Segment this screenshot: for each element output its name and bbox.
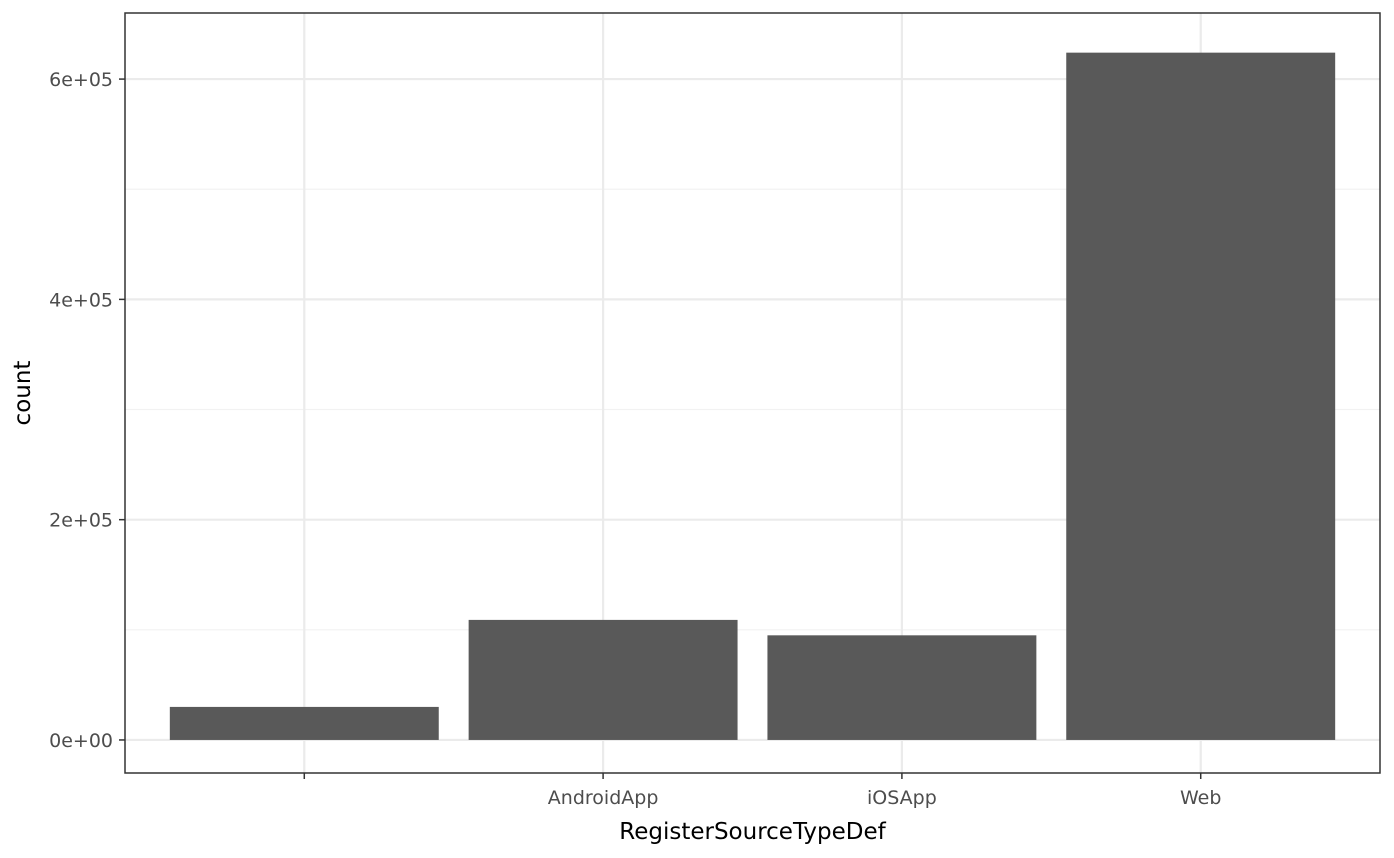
x-tick-label: AndroidApp [548, 787, 659, 809]
y-tick-label: 2e+05 [49, 510, 113, 532]
panel-border [124, 12, 1381, 774]
bars [169, 52, 1336, 740]
bar [468, 619, 738, 740]
x-axis: AndroidApp iOSApp Web [303, 773, 1221, 809]
y-tick-label: 4e+05 [49, 289, 113, 311]
bar [169, 706, 439, 740]
y-axis-title: count [10, 361, 36, 426]
x-axis-title: RegisterSourceTypeDef [619, 819, 886, 845]
x-tick-label: iOSApp [867, 787, 937, 809]
bar [767, 635, 1037, 740]
y-tick-label: 0e+00 [49, 730, 113, 752]
y-tick-label: 6e+05 [49, 69, 113, 91]
y-axis: 0e+00 2e+05 4e+05 6e+05 [49, 69, 125, 752]
bar [1066, 52, 1336, 740]
x-tick-label: Web [1180, 787, 1221, 809]
